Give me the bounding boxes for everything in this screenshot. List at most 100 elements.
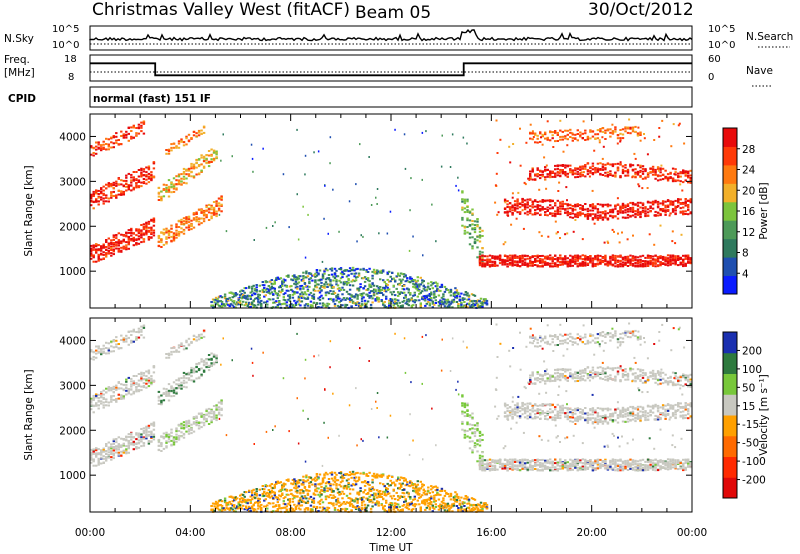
power-cell (324, 278, 328, 281)
velocity-cell (205, 361, 208, 364)
power-cell (523, 206, 527, 209)
power-cell (641, 254, 645, 257)
power-cell (674, 179, 677, 182)
power-cell (454, 294, 457, 297)
power-cell (679, 172, 682, 175)
velocity-cell (167, 383, 171, 386)
power-cell (659, 178, 662, 181)
power-cell (255, 286, 258, 289)
power-cell (264, 281, 267, 284)
power-cell (521, 262, 524, 265)
velocity-cell (175, 392, 178, 395)
power-cell (626, 255, 630, 258)
power-cell (470, 293, 474, 296)
power-cell (561, 204, 564, 206)
power-cell (327, 232, 329, 235)
power-cell (498, 259, 502, 262)
power-cell (147, 222, 151, 225)
velocity-cell (92, 452, 95, 455)
power-cell (430, 284, 433, 287)
power-cell (125, 248, 128, 251)
power-cell (452, 292, 456, 295)
power-cell (468, 211, 472, 214)
power-cell (534, 264, 537, 266)
power-cell (386, 271, 389, 274)
power-cell (110, 239, 113, 242)
power-cell (192, 212, 196, 215)
power-cell (617, 232, 619, 235)
velocity-cell (122, 444, 125, 447)
power-cell (656, 257, 660, 260)
power-cell (684, 213, 687, 215)
power-cell (540, 234, 543, 237)
power-cell (409, 209, 411, 212)
power-cell (299, 304, 302, 307)
power-cell (626, 205, 630, 207)
velocity-cell (220, 399, 223, 402)
power-cell (210, 304, 213, 307)
power-cell (624, 261, 627, 264)
power-cell (102, 257, 105, 260)
power-cell (478, 240, 482, 243)
velocity-cell (140, 436, 143, 439)
velocity-cell (117, 387, 120, 390)
power-cell (679, 175, 682, 178)
power-cell (327, 283, 331, 286)
power-cell (634, 255, 637, 258)
power-cell (463, 293, 466, 296)
power-cell (644, 170, 647, 173)
power-cell (112, 238, 115, 241)
power-cell (400, 281, 403, 284)
power-cell (92, 195, 95, 197)
power-cell (127, 238, 130, 241)
power-cell (601, 163, 605, 166)
velocity-cell (180, 425, 183, 427)
power-cell (248, 286, 251, 289)
power-cell (320, 284, 323, 287)
power-cell (529, 212, 532, 215)
power-cell (212, 211, 216, 214)
power-cell (683, 142, 686, 145)
power-cell (329, 284, 332, 287)
power-cell (110, 245, 113, 248)
velocity-cell (122, 388, 125, 391)
power-cell (95, 192, 98, 195)
power-cell (616, 265, 620, 268)
power-cell (135, 228, 138, 231)
power-cell (619, 163, 622, 166)
power-cell (576, 173, 579, 176)
power-cell (195, 213, 198, 215)
power-cell (409, 276, 412, 279)
power-cell (586, 217, 590, 220)
velocity-cell (205, 413, 208, 416)
power-cell (335, 279, 338, 281)
y-tick-label: 3000 (59, 176, 86, 188)
power-cell (599, 130, 602, 133)
power-cell (463, 232, 467, 235)
power-cell (266, 287, 269, 290)
velocity-cell (90, 448, 93, 451)
velocity-cell (182, 421, 186, 424)
power-cell (157, 237, 161, 240)
velocity-cell (100, 449, 103, 452)
power-cell (464, 293, 468, 296)
power-cell (260, 305, 263, 308)
power-cell (311, 305, 314, 308)
velocity-cell (187, 430, 191, 433)
power-cell (112, 187, 115, 190)
power-cell (539, 208, 542, 211)
power-cell (671, 262, 675, 265)
power-cell (239, 296, 242, 299)
velocity-cell (185, 423, 188, 426)
power-cell (461, 206, 464, 209)
power-cell (614, 260, 617, 263)
power-cell (197, 131, 201, 134)
power-cell (559, 257, 562, 259)
power-cell (165, 241, 168, 244)
velocity-cell (97, 397, 100, 399)
power-cell (669, 176, 672, 179)
power-cell (137, 169, 141, 171)
power-cell (288, 303, 292, 306)
power-cell (335, 295, 338, 298)
power-cell (562, 150, 565, 153)
